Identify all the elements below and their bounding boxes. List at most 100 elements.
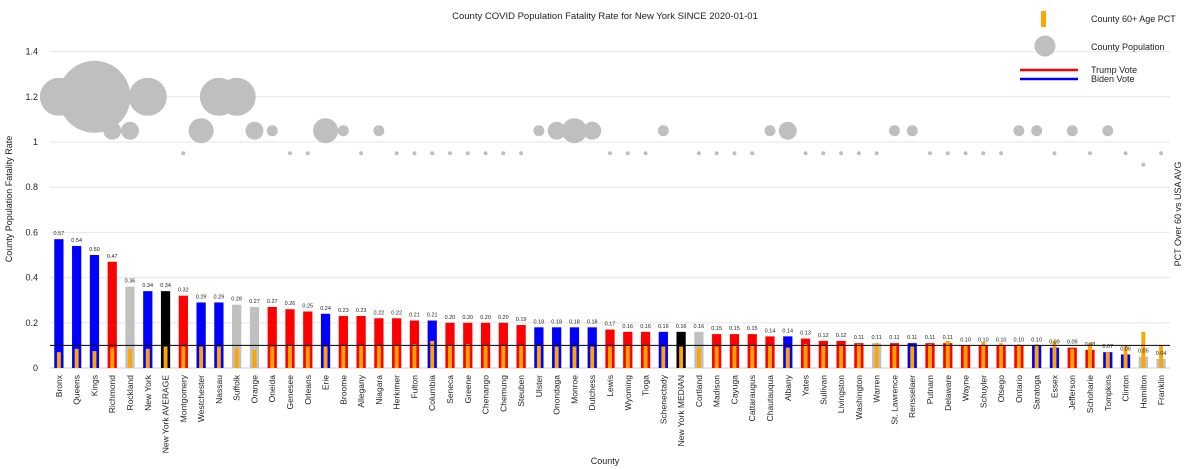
- population-bubble: [103, 121, 122, 140]
- age-bar: [679, 346, 684, 368]
- x-tick-label: Chemung: [498, 375, 508, 412]
- legend-biden-label: Biden Vote: [1091, 74, 1135, 84]
- population-bubble: [1031, 125, 1043, 137]
- x-tick-label: Putnam: [925, 375, 935, 404]
- x-tick-label: Albany: [783, 374, 793, 401]
- x-tick-label: Montgomery: [178, 374, 188, 422]
- x-tick-label: Tioga: [641, 375, 651, 396]
- bar-value-label: 0.10: [1014, 337, 1025, 343]
- age-bar: [750, 345, 755, 368]
- x-tick-label: Suffolk: [232, 374, 242, 401]
- y-tick-label: 1.2: [25, 92, 38, 102]
- population-bubble: [778, 121, 797, 140]
- y-tick-label: 0.6: [25, 227, 38, 237]
- age-bar: [661, 346, 666, 368]
- x-tick-label: Cortland: [694, 375, 704, 407]
- x-tick-label: Orleans: [303, 375, 313, 405]
- bar-value-label: 0.16: [640, 324, 651, 330]
- population-bubble: [313, 118, 339, 144]
- population-bubble: [803, 151, 808, 156]
- y-tick-label: 1.4: [25, 47, 38, 57]
- x-tick-label: Madison: [712, 375, 722, 407]
- population-bubble: [501, 151, 506, 156]
- legend: County 60+ Age PCT County Population Tru…: [1020, 11, 1176, 84]
- bar-value-label: 0.27: [249, 299, 260, 305]
- population-bubble: [643, 151, 648, 156]
- x-tick-label: Ontario: [1014, 375, 1024, 403]
- age-bar: [696, 347, 701, 368]
- bar: [196, 302, 206, 368]
- bar-value-label: 0.54: [71, 238, 82, 244]
- age-bar: [288, 345, 292, 368]
- bar-value-label: 0.16: [658, 324, 669, 330]
- population-bubble: [906, 125, 918, 137]
- bar-value-label: 0.13: [800, 331, 811, 337]
- legend-age-swatch: [1041, 11, 1046, 27]
- bar-value-label: 0.29: [196, 294, 207, 300]
- x-tick-label: Schenectady: [658, 374, 668, 424]
- age-bar: [643, 345, 648, 368]
- x-tick-label: Otsego: [996, 375, 1006, 403]
- bar-value-label: 0.23: [356, 308, 367, 314]
- bar: [178, 295, 188, 368]
- bar-value-label: 0.32: [178, 288, 189, 294]
- age-bar: [1141, 331, 1146, 368]
- population-bubble: [764, 125, 776, 137]
- population-bubble: [999, 151, 1004, 156]
- bar-value-label: 0.20: [498, 315, 509, 321]
- bar: [374, 318, 384, 368]
- age-bar: [341, 345, 346, 368]
- x-tick-label: Lewis: [605, 375, 615, 397]
- x-tick-label: Greene: [463, 375, 473, 404]
- x-tick-label: Warren: [872, 375, 882, 403]
- x-tick-label: Cattaraugus: [747, 375, 757, 421]
- x-tick-label: Queens: [72, 375, 82, 405]
- population-bubble: [732, 151, 737, 156]
- age-bar: [305, 346, 310, 368]
- bar: [356, 316, 366, 368]
- age-bar: [892, 345, 897, 368]
- age-bar: [323, 346, 328, 368]
- x-tick-label: Schoharie: [1085, 375, 1095, 414]
- bar-value-label: 0.09: [1049, 340, 1060, 346]
- age-bar: [981, 342, 986, 368]
- bar-value-label: 0.21: [427, 313, 438, 319]
- population-bubble: [1159, 151, 1164, 156]
- population-bubble: [657, 125, 669, 137]
- x-tick-label: Chenango: [481, 375, 491, 415]
- y-tick-label: 0.2: [25, 318, 38, 328]
- x-tick-label: Clinton: [1121, 375, 1131, 402]
- population-bubble: [561, 118, 587, 144]
- age-bar: [856, 344, 861, 368]
- bar-value-label: 0.25: [302, 304, 313, 310]
- age-bar: [216, 346, 221, 368]
- population-bubble: [465, 151, 470, 156]
- x-tick-label: New York MEDIAN: [676, 375, 686, 446]
- population-bubble: [696, 151, 701, 156]
- x-tick-label: Rockland: [125, 375, 135, 411]
- x-tick-label: Yates: [801, 375, 811, 396]
- age-bar: [554, 346, 559, 368]
- population-bubble: [448, 151, 452, 156]
- age-bar: [430, 340, 435, 368]
- age-bar: [448, 345, 452, 368]
- age-bar: [412, 344, 417, 368]
- x-tick-label: Steuben: [516, 375, 526, 407]
- population-bubble: [217, 77, 256, 116]
- bar: [214, 302, 224, 368]
- x-tick-label: Schuyler: [978, 375, 988, 408]
- bar-value-label: 0.34: [142, 283, 153, 289]
- x-tick-label: New York: [143, 374, 153, 411]
- bar-value-label: 0.14: [765, 328, 776, 334]
- age-bar: [945, 340, 950, 368]
- population-bubble: [1066, 125, 1078, 137]
- bar: [232, 304, 242, 368]
- age-bar: [519, 345, 524, 368]
- bar-value-label: 0.09: [1067, 340, 1078, 346]
- bar-value-label: 0.20: [445, 315, 456, 321]
- y-tick-labels: 0 0.2 0.4 0.6 0.8 1 1.2 1.4: [25, 47, 38, 373]
- y-tick-label: 0.4: [25, 273, 38, 283]
- age-bar: [785, 347, 790, 368]
- x-tick-label: St. Lawrence: [889, 375, 899, 425]
